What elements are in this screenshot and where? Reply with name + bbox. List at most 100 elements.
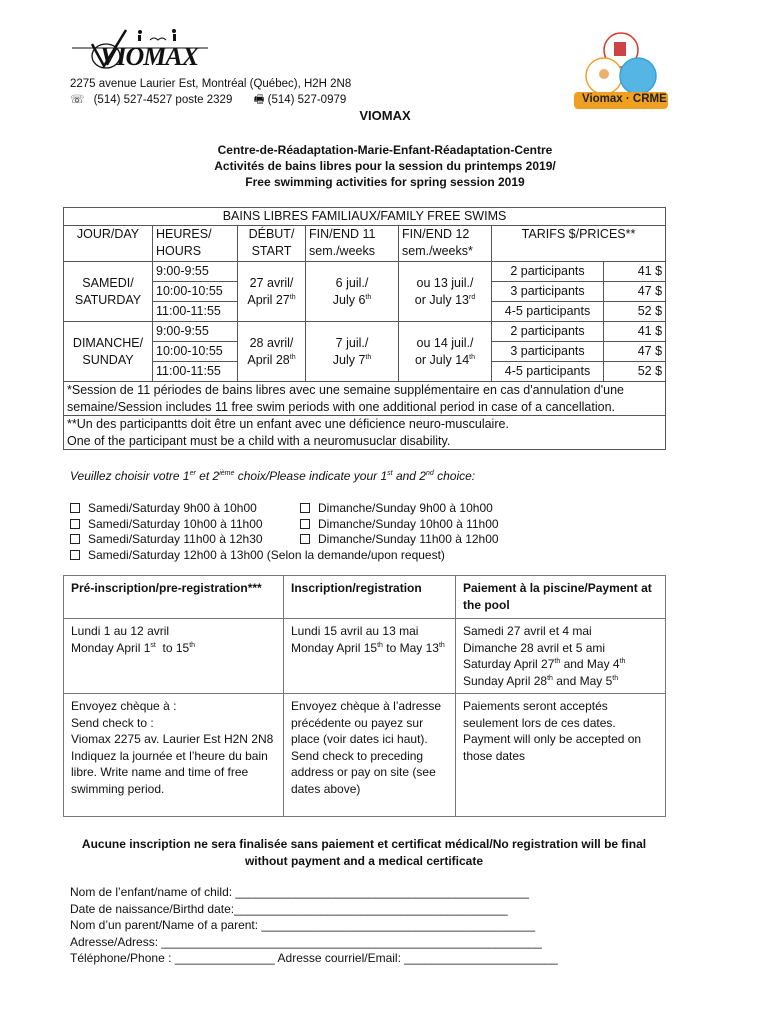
warning-text: Aucune inscription ne sera finalisée san… bbox=[81, 837, 647, 868]
contact-line: ☏ (514) 527-4527 poste 2329 🖷 (514) 527-… bbox=[70, 92, 351, 108]
hours-cell: 9:00-9:55 bbox=[152, 321, 238, 342]
header-end11: FIN/END 11 sem./weeks bbox=[305, 225, 399, 262]
price-label: 3 participants bbox=[491, 341, 604, 362]
sport-icons bbox=[138, 29, 176, 41]
checkbox-icon[interactable] bbox=[70, 518, 80, 529]
start-date: 28 avril/April 28th bbox=[237, 321, 306, 382]
end11-en: July 6th bbox=[332, 292, 372, 307]
hours-cell: 11:00-11:55 bbox=[152, 301, 238, 322]
fax-icon: 🖷 bbox=[253, 94, 265, 106]
title-line-3: Free swimming activities for spring sess… bbox=[245, 175, 525, 189]
end11-fr: 7 juil./ bbox=[335, 336, 369, 350]
note-participants: **Un des participantts doit être un enfa… bbox=[62, 415, 667, 450]
price-value: 52 $ bbox=[602, 301, 667, 322]
checkbox-icon[interactable] bbox=[70, 503, 80, 513]
payment-dates: Samedi 27 avril et 4 mai Dimanche 28 avri… bbox=[455, 618, 666, 694]
header-start: DÉBUT/START bbox=[237, 225, 306, 262]
choice-prompt: Veuillez choisir votre 1er et 2ième choi… bbox=[70, 469, 476, 483]
registration-form: Nom de l’enfant/name of child: _________… bbox=[70, 884, 665, 967]
parent-name-field[interactable]: Nom d’un parent/Name of a parent: ______… bbox=[70, 918, 536, 932]
price-value: 52 $ bbox=[602, 361, 667, 382]
checkbox-icon[interactable] bbox=[70, 549, 80, 560]
preregistration-instructions: Envoyez chèque à : Send check to : Vioma… bbox=[63, 693, 284, 817]
registration-dates: Lundi 15 avril au 13 mai Monday April 15t… bbox=[283, 618, 456, 694]
choice-checkbox[interactable]: Dimanche/Sunday 11h00 à 12h00 bbox=[300, 532, 499, 548]
end11-fr: 6 juil./ bbox=[335, 276, 369, 290]
note-session: *Session de 11 périodes de bains libres … bbox=[62, 381, 667, 416]
viomax-logo: VIOMAX bbox=[70, 26, 210, 72]
schedule-table: BAINS LIBRES FAMILIAUX/FAMILY FREE SWIMS… bbox=[62, 207, 667, 450]
note-participants-fr: **Un des participantts doit être un enfa… bbox=[67, 417, 509, 431]
day-sunday: DIMANCHE/SUNDAY bbox=[63, 321, 153, 382]
end12-fr: ou 13 juil./ bbox=[416, 276, 474, 290]
price-value: 41 $ bbox=[602, 261, 667, 282]
header-start-en: START bbox=[251, 243, 292, 258]
header-end12: FIN/END 12 sem./weeks* bbox=[398, 225, 492, 262]
end12-en: or July 14th bbox=[414, 352, 476, 367]
start-fr: 27 avril/ bbox=[249, 276, 294, 290]
document-body: BAINS LIBRES FAMILIAUX/FAMILY FREE SWIMS… bbox=[62, 207, 667, 967]
day-en: SATURDAY bbox=[74, 292, 142, 307]
start-en: April 27th bbox=[247, 292, 296, 307]
checkbox-icon[interactable] bbox=[300, 518, 310, 529]
header-hours: HEURES/HOURS bbox=[152, 225, 238, 262]
header-hours-fr: HEURES/ bbox=[156, 227, 212, 241]
price-value: 47 $ bbox=[602, 281, 667, 302]
org-name: VIOMAX bbox=[359, 108, 411, 123]
phone-email-field[interactable]: Téléphone/Phone : _______________ Adress… bbox=[70, 951, 558, 965]
start-en: April 28th bbox=[247, 352, 296, 367]
header-end11-l2: sem./weeks bbox=[309, 243, 375, 258]
end12-en: or July 13rd bbox=[414, 292, 476, 307]
day-fr: SAMEDI/ bbox=[82, 276, 134, 290]
viomax-crme-logo: Viomax · CRME bbox=[568, 28, 674, 112]
choice-checkbox[interactable]: Dimanche/Sunday 10h00 à 11h00 bbox=[300, 517, 499, 533]
choice-checkbox[interactable]: Samedi/Saturday 9h00 à 10h00 bbox=[70, 501, 300, 517]
choice-checkbox[interactable]: Dimanche/Sunday 9h00 à 10h00 bbox=[300, 501, 499, 517]
checkbox-icon[interactable] bbox=[300, 534, 310, 544]
address-field[interactable]: Adresse/Adress: ________________________… bbox=[70, 934, 542, 949]
registration-instructions: Envoyez chèque à l’adresse précédente ou… bbox=[283, 693, 456, 817]
viomax-logo-graphic bbox=[72, 29, 208, 69]
end12-fr: ou 14 juil./ bbox=[416, 336, 474, 350]
price-label: 2 participants bbox=[491, 261, 604, 282]
price-label: 2 participants bbox=[491, 321, 604, 342]
header-hours-en: HOURS bbox=[156, 243, 202, 258]
end11-date: 6 juil./ July 6th bbox=[305, 261, 399, 322]
child-name-field[interactable]: Nom de l’enfant/name of child: _________… bbox=[70, 885, 530, 899]
choice-checkbox[interactable]: Samedi/Saturday 12h00 à 13h00 (Selon la … bbox=[70, 548, 445, 564]
start-date: 27 avril/April 27th bbox=[237, 261, 306, 322]
birth-date-field[interactable]: Date de naissance/Birthd date:__________… bbox=[70, 901, 508, 916]
phone-icon: ☏ bbox=[70, 94, 85, 106]
header-day: JOUR/DAY bbox=[63, 225, 153, 262]
header-start-fr: DÉBUT/ bbox=[248, 227, 295, 241]
price-value: 41 $ bbox=[602, 321, 667, 342]
crme-logo-text: Viomax · CRME bbox=[582, 93, 667, 105]
note-participants-en: One of the participant must be a child w… bbox=[67, 433, 451, 448]
title-line-2: Activités de bains libres pour la sessio… bbox=[214, 159, 556, 173]
choice-checkbox[interactable]: Samedi/Saturday 10h00 à 11h00 bbox=[70, 517, 300, 533]
day-en: SUNDAY bbox=[82, 352, 134, 367]
header-end12-l1: FIN/END 12 bbox=[402, 227, 470, 241]
header-registration: Inscription/registration bbox=[283, 575, 456, 619]
price-label: 4-5 participants bbox=[491, 301, 604, 322]
end12-date: ou 14 juil./ or July 14th bbox=[398, 321, 492, 382]
hours-cell: 10:00-10:55 bbox=[152, 281, 238, 302]
day-saturday: SAMEDI/SATURDAY bbox=[63, 261, 153, 322]
document-title: Centre-de-Réadaptation-Marie-Enfant-Réad… bbox=[0, 142, 770, 190]
header-end11-l1: FIN/END 11 bbox=[309, 227, 376, 241]
price-value: 47 $ bbox=[602, 341, 667, 362]
price-label: 4-5 participants bbox=[491, 361, 604, 382]
choice-list-sunday: Dimanche/Sunday 9h00 à 10h00 Dimanche/Su… bbox=[300, 501, 499, 563]
checkbox-icon[interactable] bbox=[300, 503, 310, 513]
hours-cell: 10:00-10:55 bbox=[152, 341, 238, 362]
viomax-logo-text: VIOMAX bbox=[100, 42, 199, 71]
registration-table: Pré-inscription/pre-registration*** Insc… bbox=[63, 575, 666, 817]
start-fr: 28 avril/ bbox=[249, 336, 294, 350]
phone-number: (514) 527-4527 poste 2329 bbox=[93, 94, 233, 106]
price-label: 3 participants bbox=[491, 281, 604, 302]
title-line-1: Centre-de-Réadaptation-Marie-Enfant-Réad… bbox=[217, 143, 553, 157]
header-preregistration: Pré-inscription/pre-registration*** bbox=[63, 575, 284, 619]
checkbox-icon[interactable] bbox=[70, 534, 80, 544]
choice-checkbox[interactable]: Samedi/Saturday 11h00 à 12h30 bbox=[70, 532, 300, 548]
